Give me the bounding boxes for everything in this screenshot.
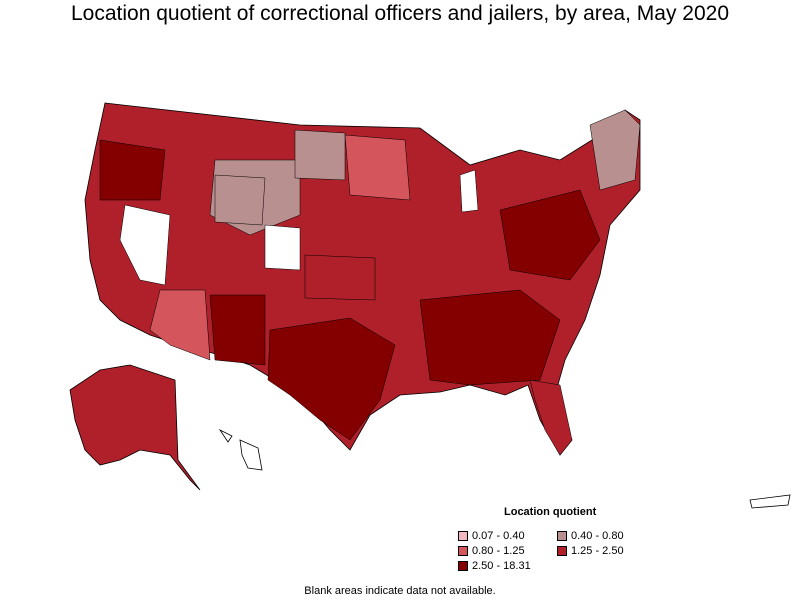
legend-title: Location quotient bbox=[504, 506, 597, 518]
southeast-region bbox=[419, 289, 561, 386]
kansas-region bbox=[304, 254, 376, 301]
legend-label-4: 2.50 - 18.31 bbox=[472, 560, 531, 572]
nevada-blank-area bbox=[119, 204, 171, 286]
upper-midwest-region bbox=[344, 134, 411, 201]
mid-atlantic-region bbox=[499, 189, 601, 281]
legend-swatch-2 bbox=[458, 546, 468, 556]
oregon-region bbox=[99, 139, 166, 201]
legend-swatch-1 bbox=[557, 531, 567, 541]
legend-swatch-0 bbox=[458, 531, 468, 541]
legend-label-0: 0.07 - 0.40 bbox=[472, 530, 525, 542]
new-mexico-region bbox=[209, 294, 266, 366]
legend-item-4: 2.50 - 18.31 bbox=[458, 560, 531, 572]
legend-label-3: 1.25 - 2.50 bbox=[571, 545, 624, 557]
wyoming-region bbox=[214, 174, 266, 226]
no-data-note: Blank areas indicate data not available. bbox=[304, 585, 496, 597]
map-title: Location quotient of correctional office… bbox=[71, 2, 729, 25]
north-plains-region bbox=[294, 129, 346, 181]
michigan-blank-area bbox=[459, 169, 479, 213]
florida-region bbox=[529, 379, 573, 456]
hawaii-region bbox=[218, 428, 263, 471]
legend-item-2: 0.80 - 1.25 bbox=[458, 545, 525, 557]
puerto-rico-region bbox=[749, 494, 791, 509]
legend-item-3: 1.25 - 2.50 bbox=[557, 545, 624, 557]
colorado-blank-area bbox=[264, 224, 301, 271]
texas-region bbox=[267, 317, 396, 441]
new-england-region bbox=[589, 109, 641, 191]
arizona-region bbox=[149, 289, 211, 361]
legend-swatch-4 bbox=[458, 561, 468, 571]
legend-swatch-3 bbox=[557, 546, 567, 556]
legend-item-0: 0.07 - 0.40 bbox=[458, 530, 525, 542]
alaska-region bbox=[69, 364, 201, 491]
legend-label-1: 0.40 - 0.80 bbox=[571, 530, 624, 542]
legend-item-1: 0.40 - 0.80 bbox=[557, 530, 624, 542]
legend-label-2: 0.80 - 1.25 bbox=[472, 545, 525, 557]
